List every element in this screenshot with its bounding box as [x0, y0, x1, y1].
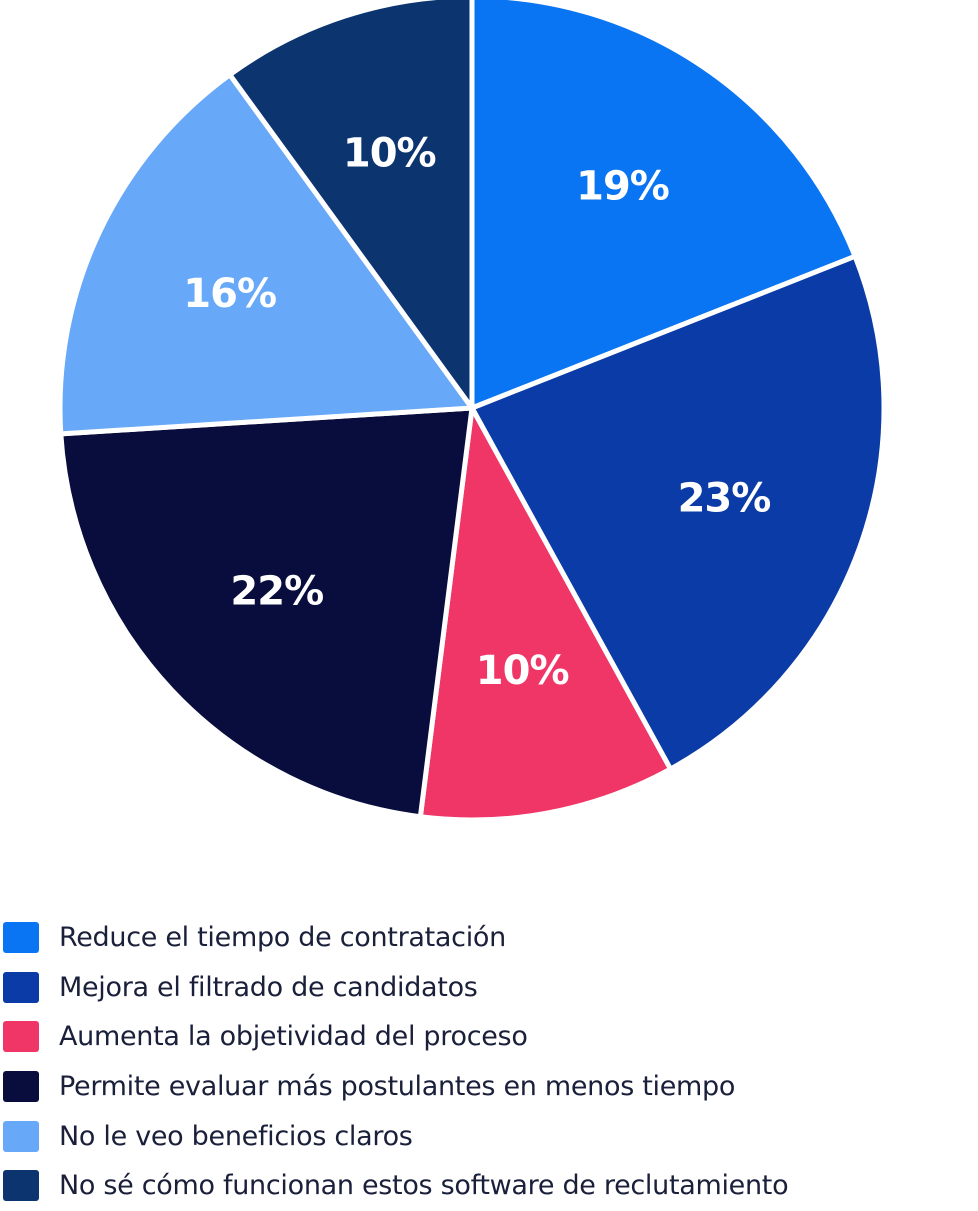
pie-slices — [57, 0, 887, 823]
legend-swatch — [3, 922, 39, 954]
pie-slice-label: 10% — [476, 648, 569, 694]
legend-swatch — [3, 1170, 39, 1202]
pie-slice-label: 10% — [343, 130, 436, 176]
legend-label: Reduce el tiempo de contratación — [59, 922, 506, 954]
legend-item: No sé cómo funcionan estos software de r… — [0, 1161, 978, 1211]
legend-label: No le veo beneficios claros — [59, 1120, 413, 1152]
legend-swatch — [3, 1071, 39, 1103]
pie-slice — [469, 253, 887, 772]
pie-slice-label: 19% — [576, 164, 669, 210]
pie-chart: 19% 23% 10% 22% 16% 10% — [57, 0, 887, 823]
legend-swatch — [3, 1021, 39, 1053]
legend-item: Aumenta la objetividad del proceso — [0, 1012, 978, 1062]
pie-slice-label: 23% — [678, 476, 771, 522]
legend-label: Aumenta la objetividad del proceso — [59, 1021, 528, 1053]
legend-swatch — [3, 1120, 39, 1152]
pie-slice — [58, 405, 475, 820]
legend-item: Mejora el filtrado de candidatos — [0, 963, 978, 1013]
pie-slice — [57, 72, 475, 437]
legend-label: Permite evaluar más postulantes en menos… — [59, 1071, 736, 1103]
pie-slice — [469, 0, 858, 411]
legend-swatch — [3, 971, 39, 1003]
pie-slice-label: 16% — [183, 271, 276, 317]
pie-slice — [417, 405, 673, 823]
pie-slice-label: 22% — [230, 568, 323, 614]
legend-label: Mejora el filtrado de candidatos — [59, 971, 478, 1003]
chart-legend: Reduce el tiempo de contratación Mejora e… — [0, 913, 978, 1211]
pie-slice-labels: 19% 23% 10% 22% 16% 10% — [183, 130, 771, 694]
legend-label: No sé cómo funcionan estos software de r… — [59, 1170, 789, 1202]
legend-item: Reduce el tiempo de contratación — [0, 913, 978, 963]
pie-slice — [227, 0, 475, 411]
legend-item: Permite evaluar más postulantes en menos… — [0, 1062, 978, 1112]
legend-item: No le veo beneficios claros — [0, 1111, 978, 1161]
